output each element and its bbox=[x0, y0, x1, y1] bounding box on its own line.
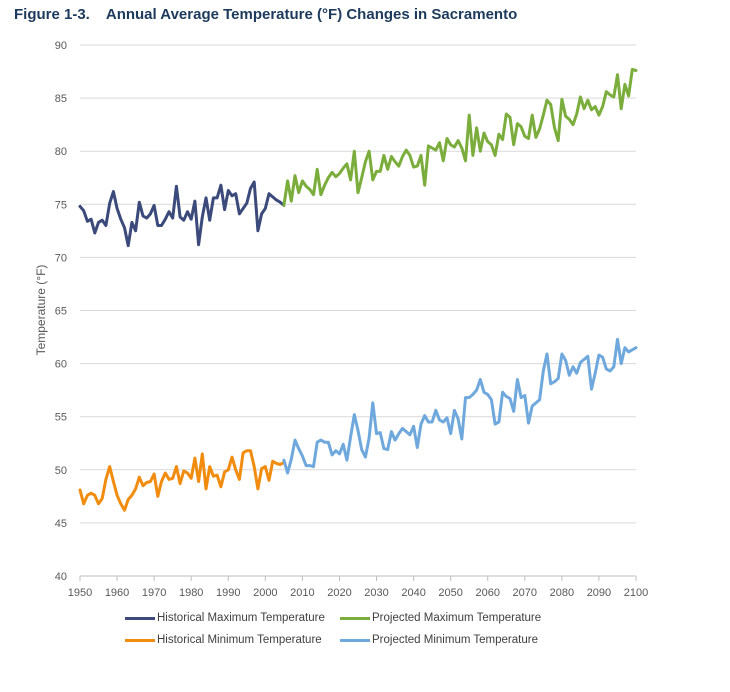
x-tick-labels: 1950 1960 1970 1980 1990 2000 2010 2020 2030 2040… bbox=[68, 587, 648, 599]
historical-max-line bbox=[78, 180, 286, 248]
y-tick-label: 50 bbox=[55, 465, 67, 477]
y-tick-label: 45 bbox=[55, 518, 67, 530]
x-tick-label: 2100 bbox=[624, 587, 648, 599]
x-tick-label: 2040 bbox=[401, 587, 425, 599]
x-tick-label: 2060 bbox=[475, 587, 499, 599]
historical-min-line bbox=[78, 449, 286, 512]
x-tick-label: 1960 bbox=[105, 587, 129, 599]
legend-label: Projected Minimum Temperature bbox=[372, 634, 538, 646]
y-tick-labels: 40 45 50 55 60 65 70 75 80 85 90 bbox=[55, 40, 67, 583]
figure-title-text: Annual Average Temperature (°F) Changes … bbox=[105, 6, 518, 23]
x-tick-label: 2070 bbox=[513, 587, 537, 599]
projected-max-line bbox=[282, 67, 638, 207]
y-tick-label: 80 bbox=[55, 146, 67, 158]
legend-swatch-historical-min bbox=[125, 638, 155, 642]
y-tick-label: 70 bbox=[55, 252, 67, 264]
legend-item-projected-max: Projected Maximum Temperature bbox=[340, 612, 541, 624]
legend-label: Projected Maximum Temperature bbox=[372, 612, 542, 624]
legend-item-historical-max: Historical Maximum Temperature bbox=[125, 612, 325, 624]
x-tick-label: 2010 bbox=[290, 587, 314, 599]
legend-label: Historical Minimum Temperature bbox=[157, 634, 322, 646]
legend-swatch-projected-min bbox=[340, 638, 370, 642]
x-tick-label: 1970 bbox=[142, 587, 166, 599]
x-tick-label: 1980 bbox=[179, 587, 203, 599]
x-tick-label: 1990 bbox=[216, 587, 240, 599]
y-tick-label: 40 bbox=[55, 571, 67, 583]
y-tick-label: 90 bbox=[55, 40, 67, 52]
axes bbox=[79, 575, 637, 581]
x-tick-label: 2090 bbox=[587, 587, 611, 599]
projected-min-line bbox=[282, 337, 638, 475]
legend-item-projected-min: Projected Minimum Temperature bbox=[340, 634, 538, 646]
series-lines bbox=[78, 67, 638, 512]
x-tick-label: 2030 bbox=[364, 587, 388, 599]
y-axis-label: Temperature (°F) bbox=[34, 265, 48, 356]
y-tick-label: 60 bbox=[55, 359, 67, 371]
x-tick-label: 2050 bbox=[438, 587, 462, 599]
legend-swatch-historical-max bbox=[125, 616, 155, 620]
y-tick-label: 55 bbox=[55, 412, 67, 424]
x-tick-label: 2020 bbox=[327, 587, 351, 599]
legend-swatch-projected-max bbox=[340, 616, 370, 620]
figure-number: Figure 1-3. bbox=[14, 6, 90, 23]
figure-title: Figure 1-3. Annual Average Temperature (°… bbox=[14, 6, 517, 23]
y-tick-label: 65 bbox=[55, 306, 67, 318]
x-tick-label: 2000 bbox=[253, 587, 277, 599]
legend-item-historical-min: Historical Minimum Temperature bbox=[125, 634, 322, 646]
x-tick-label: 1950 bbox=[68, 587, 92, 599]
legend-label: Historical Maximum Temperature bbox=[157, 612, 325, 624]
x-tick-label: 2080 bbox=[550, 587, 574, 599]
y-tick-label: 85 bbox=[55, 93, 67, 105]
gridlines bbox=[80, 44, 636, 524]
y-tick-label: 75 bbox=[55, 199, 67, 211]
